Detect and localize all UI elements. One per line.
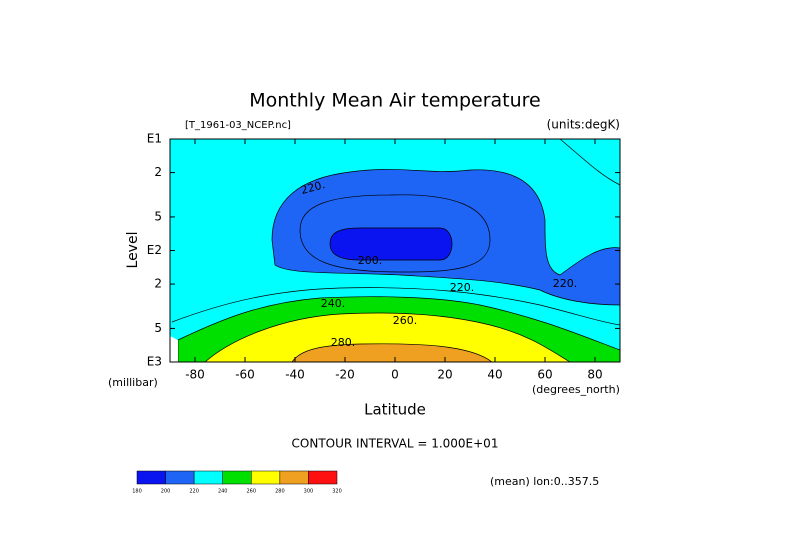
y-tick-label: E1	[147, 132, 162, 146]
contour-line	[559, 138, 621, 186]
colorbar-label: 300	[304, 489, 314, 495]
x-tick-label: 40	[487, 368, 502, 382]
x-tick-label: 60	[537, 368, 552, 382]
colorbar-swatch	[251, 470, 281, 485]
x-units: (degrees_north)	[532, 383, 620, 396]
contour-label: 260.	[393, 314, 418, 327]
contour-line	[299, 194, 491, 273]
plot-area: 220. 200. 220. 220. 240. 260. 280.	[169, 138, 621, 363]
contour-band	[291, 343, 494, 363]
contour-label: 220.	[553, 277, 578, 290]
contour-label: 200.	[358, 254, 383, 267]
y-tick-label: E3	[147, 355, 162, 369]
colorbar-swatch	[136, 470, 166, 485]
colorbar-swatch	[279, 470, 309, 485]
contour-band	[329, 227, 453, 261]
x-tick-label: -60	[235, 368, 255, 382]
x-tick-label: -80	[185, 368, 205, 382]
note: (mean) lon:0..357.5	[490, 475, 599, 488]
y-tick-label: 2	[154, 165, 162, 179]
colorbar-swatch	[222, 470, 252, 485]
y-axis-label: Level	[125, 232, 141, 269]
colorbar-label: 320	[332, 489, 342, 495]
missing-area	[170, 336, 178, 362]
x-tick-label: -40	[285, 368, 305, 382]
colorbar-label: 280	[275, 489, 285, 495]
colorbar-swatch	[193, 470, 223, 485]
x-tick-label: 0	[391, 368, 399, 382]
colorbar-label: 220	[189, 489, 199, 495]
contour-label: 280.	[331, 336, 356, 349]
colorbar-swatch	[165, 470, 195, 485]
contour-label: 220.	[450, 281, 475, 294]
x-tick-label: 20	[437, 368, 452, 382]
x-axis-label: Latitude	[364, 401, 426, 419]
footnote: CONTOUR INTERVAL = 1.000E+01	[292, 437, 499, 451]
y-units: (millibar)	[108, 376, 158, 389]
colorbar-swatch	[308, 470, 338, 485]
contour-line	[171, 287, 621, 326]
x-tick-label: 80	[587, 368, 602, 382]
colorbar-label: 260	[247, 489, 257, 495]
contour-label: 240.	[321, 297, 346, 310]
x-tick-label: -20	[335, 368, 355, 382]
units-label: (units:degK)	[547, 118, 620, 132]
contour-band	[204, 312, 572, 363]
colorbar-label: 240	[218, 489, 228, 495]
y-tick-label: 5	[154, 321, 162, 335]
y-tick-label: E2	[147, 243, 162, 257]
chart-title: Monthly Mean Air temperature	[249, 90, 540, 112]
colorbar-label: 180	[132, 489, 142, 495]
file-label: [T_1961-03_NCEP.nc]	[185, 120, 291, 131]
colorbar-label: 200	[161, 489, 171, 495]
y-tick-label: 2	[154, 277, 162, 291]
y-tick-label: 5	[154, 209, 162, 223]
contour-label: 220.	[299, 178, 326, 197]
